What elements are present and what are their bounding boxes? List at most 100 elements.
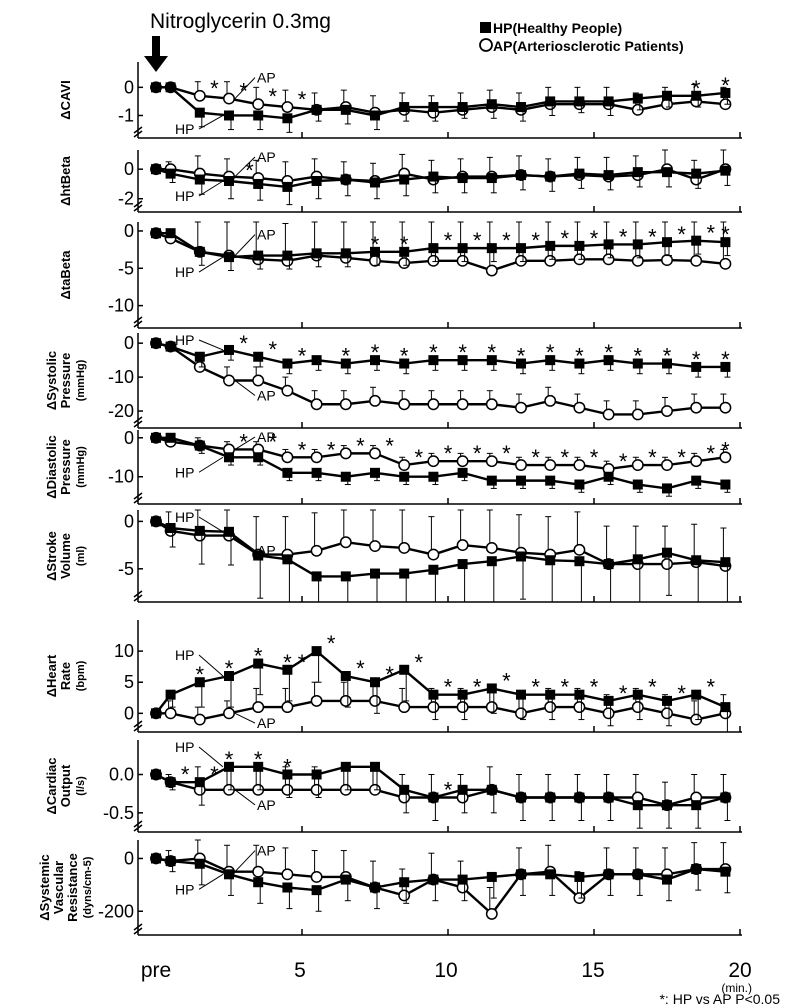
significance-marker: * — [677, 445, 686, 470]
significance-marker: * — [269, 84, 278, 109]
callout-label-ap: AP — [257, 429, 276, 445]
data-point-hp — [370, 177, 380, 188]
callout-label-hp: HP — [175, 121, 194, 137]
significance-marker: * — [239, 79, 248, 104]
significance-marker: * — [648, 675, 657, 700]
y-tick-label: -5 — [118, 258, 134, 278]
data-point-hp — [282, 664, 293, 675]
y-tick-label: 0.0 — [109, 765, 134, 785]
significance-marker: * — [561, 226, 570, 251]
data-point-hp — [516, 102, 526, 113]
data-point-hp — [165, 168, 176, 179]
data-point-ap — [485, 907, 498, 920]
data-point-hp — [165, 432, 176, 443]
data-point-ap — [719, 401, 732, 414]
data-point-ap — [485, 541, 498, 554]
data-point-hp — [457, 102, 468, 113]
data-point-hp — [486, 475, 497, 486]
data-point-hp — [691, 90, 702, 101]
x-axis-unit: (min.) — [721, 981, 752, 995]
axis-break-mark — [133, 204, 143, 212]
data-point-hp — [691, 689, 702, 700]
data-point-ap — [515, 401, 527, 414]
significance-marker: * — [385, 433, 394, 458]
data-point-ap — [398, 459, 411, 472]
significance-marker: * — [400, 344, 409, 369]
data-point-hp — [165, 341, 176, 352]
data-point-hp — [457, 784, 468, 795]
series-hp — [151, 516, 731, 603]
callout-arrow-hp — [198, 516, 224, 533]
data-point-hp — [662, 167, 672, 178]
significance-marker: * — [342, 344, 351, 369]
callout-label-ap: AP — [257, 149, 276, 165]
data-point-hp — [603, 239, 614, 250]
series-hp — [151, 228, 731, 272]
series-hp — [151, 164, 731, 206]
axis-break-mark — [133, 130, 143, 138]
y-tick-label: 5 — [124, 672, 134, 692]
data-point-ap — [369, 694, 381, 707]
significance-marker: * — [531, 445, 540, 470]
data-point-hp — [253, 178, 264, 189]
y-axis-label: ΔhtBeta — [58, 155, 73, 206]
y-tick-label: -1 — [118, 105, 134, 125]
callout-label-hp: HP — [175, 464, 194, 480]
axis-break-mark — [133, 820, 143, 828]
data-point-hp — [632, 239, 643, 250]
significance-marker: * — [327, 631, 336, 656]
significance-marker: * — [546, 340, 555, 365]
axis-break-mark — [133, 416, 143, 424]
data-point-hp — [691, 555, 702, 566]
data-point-hp — [428, 792, 439, 803]
data-point-ap — [281, 101, 294, 113]
significance-marker: * — [590, 445, 599, 470]
callout-label-ap: AP — [257, 388, 276, 404]
y-tick-label: -10 — [108, 367, 134, 387]
data-point-ap — [544, 254, 557, 267]
data-point-ap — [456, 398, 469, 411]
y-axis-label: ΔSystemicVascularResistance (dyns/cm-5) — [37, 853, 94, 922]
data-point-ap — [339, 694, 352, 707]
data-point-hp — [691, 864, 702, 875]
y-tick-label: -10 — [108, 296, 134, 316]
data-point-ap — [252, 98, 265, 111]
y-tick-label: -20 — [108, 401, 134, 421]
data-point-hp — [516, 475, 526, 486]
data-point-hp — [151, 516, 161, 527]
data-point-hp — [516, 551, 526, 562]
data-point-hp — [340, 358, 351, 369]
data-point-hp — [486, 243, 497, 254]
drug-arrow-icon — [144, 36, 168, 72]
y-tick-label: 0 — [124, 511, 134, 531]
data-point-hp — [165, 228, 176, 239]
significance-marker: * — [488, 340, 497, 365]
data-point-ap — [719, 451, 732, 464]
significance-marker: * — [444, 675, 453, 700]
data-point-hp — [151, 853, 161, 864]
significance-marker: * — [531, 228, 540, 253]
axis-break-mark — [133, 126, 143, 134]
significance-marker: * — [692, 76, 701, 101]
series-ap — [150, 81, 732, 119]
data-point-ap — [515, 459, 527, 472]
significance-marker: * — [298, 437, 307, 462]
data-point-hp — [457, 355, 468, 366]
data-point-ap — [252, 865, 265, 878]
data-point-ap — [456, 539, 469, 552]
data-point-hp — [399, 246, 410, 257]
axis-break-mark — [133, 720, 143, 728]
data-point-hp — [632, 689, 643, 700]
data-point-ap — [310, 870, 323, 883]
y-axis-label: ΔCardiacOutput (l/s) — [44, 757, 87, 814]
data-point-hp — [340, 874, 351, 885]
legend-hp-marker — [480, 22, 491, 33]
series-ap — [150, 509, 732, 572]
data-point-ap — [456, 254, 469, 267]
significance-marker: * — [692, 347, 701, 372]
data-point-hp — [428, 689, 439, 700]
data-point-hp — [253, 351, 264, 362]
callout-arrow-ap — [234, 535, 256, 552]
data-point-hp — [224, 869, 234, 880]
data-point-ap — [427, 398, 440, 411]
